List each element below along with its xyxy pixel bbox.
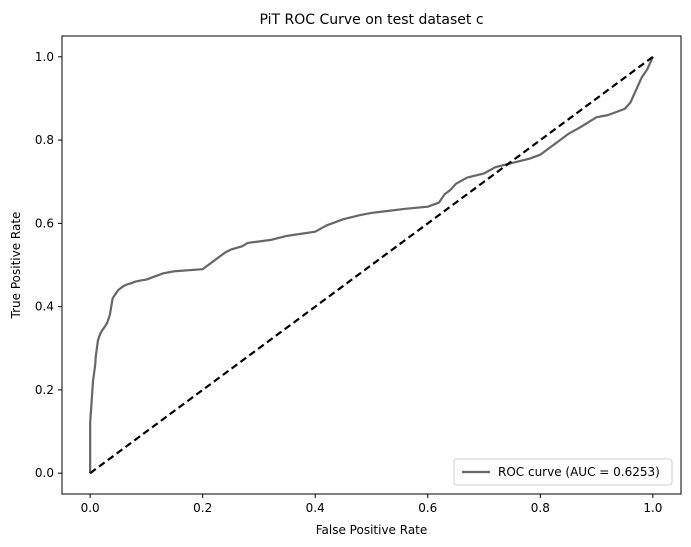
y-tick-label: 0.0 bbox=[35, 466, 54, 480]
y-tick-label: 0.4 bbox=[35, 300, 54, 314]
chart-title: PiT ROC Curve on test dataset c bbox=[259, 12, 483, 28]
y-axis-label: True Positive Rate bbox=[9, 212, 23, 320]
roc-curve-line bbox=[89, 56, 654, 474]
y-tick-label: 0.6 bbox=[35, 216, 54, 230]
plot-frame bbox=[61, 35, 682, 495]
x-tick-label: 1.0 bbox=[643, 501, 662, 515]
x-tick-label: 0.2 bbox=[193, 501, 212, 515]
x-tick-label: 0.0 bbox=[81, 501, 100, 515]
ticks-layer: 0.0 0.2 0.4 0.6 0.8 1.0 0.0 0.2 0.4 0.6 0.8 1.0 bbox=[35, 50, 663, 515]
y-tick-label: 0.8 bbox=[35, 133, 54, 147]
legend-label: ROC curve (AUC = 0.6253) bbox=[498, 465, 660, 479]
legend: ROC curve (AUC = 0.6253) bbox=[453, 458, 673, 486]
chance-diagonal-line bbox=[89, 55, 654, 475]
series-layer bbox=[89, 55, 654, 475]
x-tick-label: 0.4 bbox=[306, 501, 325, 515]
y-tick-label: 0.2 bbox=[35, 383, 54, 397]
legend-box bbox=[453, 458, 673, 486]
x-tick-label: 0.8 bbox=[531, 501, 550, 515]
x-tick-label: 0.6 bbox=[418, 501, 437, 515]
x-axis-label: False Positive Rate bbox=[316, 523, 428, 537]
y-tick-label: 1.0 bbox=[35, 50, 54, 64]
